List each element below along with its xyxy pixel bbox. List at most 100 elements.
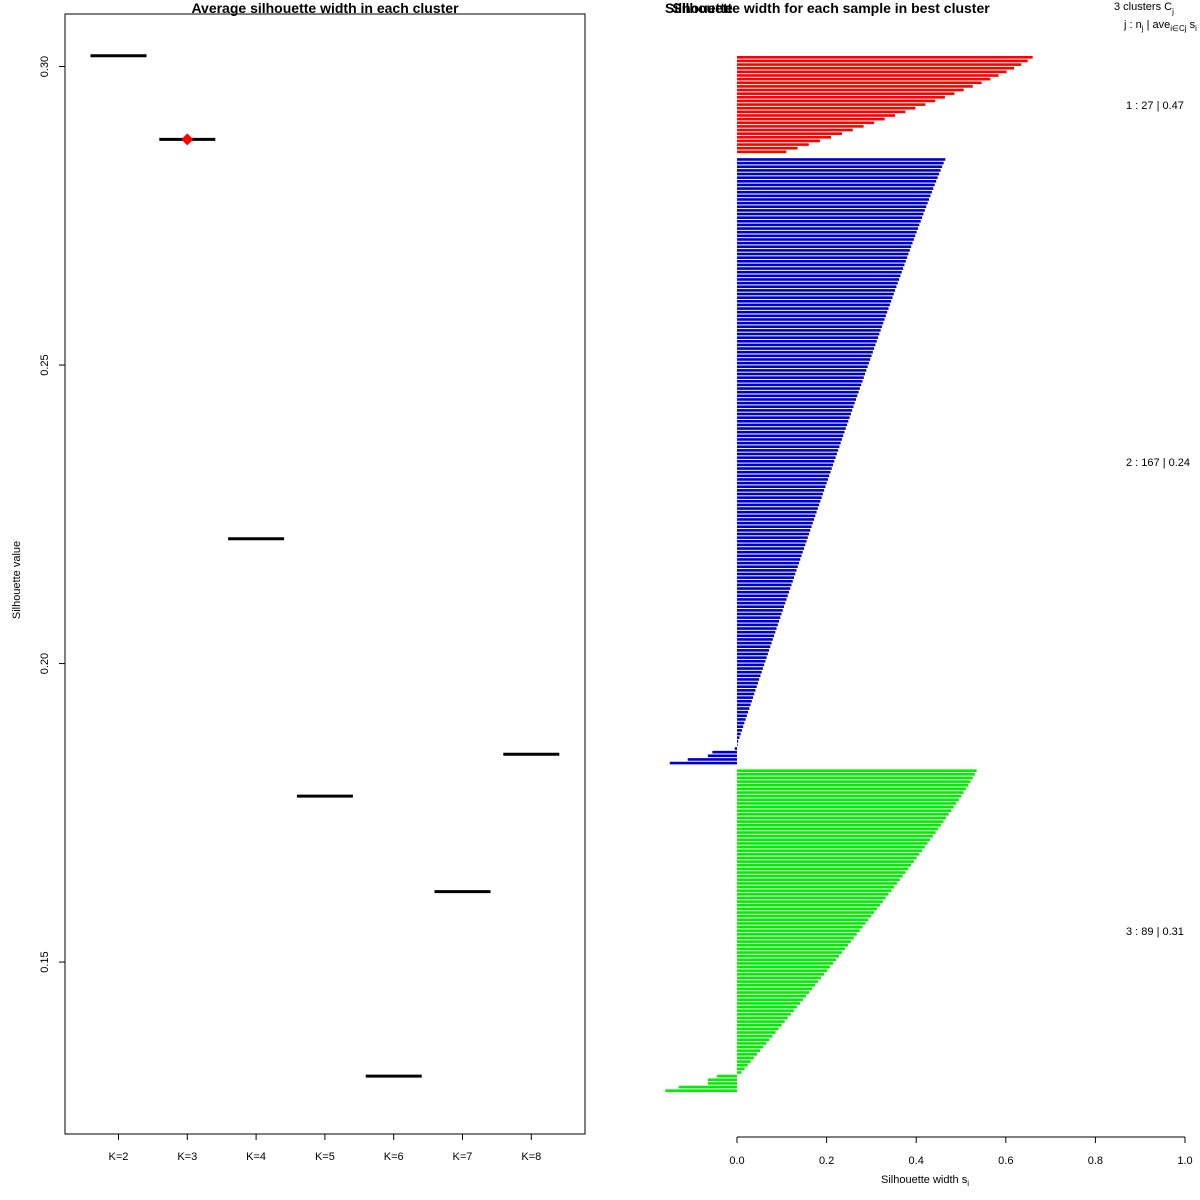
silhouette-bar [737, 729, 742, 732]
silhouette-bar [737, 354, 872, 358]
silhouette-bar [737, 456, 836, 459]
silhouette-bar [737, 773, 975, 776]
header-line-2: j : nj | avei∈Cj si [1123, 19, 1197, 33]
silhouette-bar [737, 659, 766, 663]
silhouette-bar [737, 507, 818, 510]
silhouette-bar [737, 678, 760, 681]
silhouette-bar [737, 314, 886, 318]
silhouette-bar [737, 725, 744, 729]
silhouette-bar [737, 739, 739, 743]
silhouette-bar [737, 612, 782, 616]
silhouette-bar [737, 543, 806, 547]
cluster-label: 3 : 89 | 0.31 [1126, 926, 1184, 938]
silhouette-bar [737, 539, 807, 543]
silhouette-bar [737, 776, 973, 780]
silhouette-bar [707, 1082, 737, 1085]
silhouette-bar [737, 849, 923, 853]
silhouette-bar [737, 416, 850, 419]
right-x-axis-label-sub: i [967, 1179, 969, 1188]
silhouette-bar [737, 365, 868, 369]
silhouette-bar [737, 831, 936, 834]
silhouette-bar [737, 649, 770, 652]
left-y-axis: 0.15 0.20 0.25 0.30 [39, 56, 65, 973]
left-x-tick-label: K=7 [453, 1151, 473, 1163]
header-line-2-a: j : n [1123, 19, 1142, 31]
silhouette-bar [737, 689, 756, 692]
silhouette-bar [737, 125, 864, 128]
silhouette-bar [737, 427, 846, 430]
silhouette-bar [737, 714, 747, 718]
silhouette-bar [737, 117, 885, 121]
silhouette-bar [737, 216, 923, 219]
silhouette-bar [737, 867, 909, 871]
left-x-tick-label: K=5 [315, 1151, 335, 1163]
silhouette-bar [737, 419, 849, 423]
silhouette-bar [737, 590, 789, 594]
silhouette-bar [737, 681, 758, 685]
silhouette-bar [737, 634, 775, 638]
silhouette-bar [737, 783, 969, 787]
silhouette-bar [737, 583, 792, 587]
silhouette-bar [737, 1009, 794, 1012]
silhouette-bar [737, 1063, 748, 1067]
silhouette-bar [737, 536, 808, 539]
silhouette-bar [737, 303, 890, 307]
silhouette-bar [737, 66, 1015, 70]
silhouette-bar [737, 547, 805, 550]
silhouette-bar [737, 81, 982, 85]
silhouette-bar [712, 750, 737, 754]
silhouette-bar [737, 430, 845, 434]
silhouette-bar [737, 598, 787, 601]
silhouette-bar [737, 558, 801, 561]
right-x-axis-label: Silhouette width si [881, 1174, 969, 1188]
silhouette-bar [737, 630, 776, 634]
silhouette-bar [737, 143, 809, 146]
silhouette-bar [737, 1038, 770, 1042]
silhouette-bar [737, 787, 966, 791]
silhouette-bar [737, 940, 851, 943]
silhouette-bar [737, 998, 804, 1002]
left-panel: Average silhouette width in each cluster… [11, 0, 586, 1163]
silhouette-bar [737, 1027, 779, 1031]
left-x-axis: K=2 K=3 K=4 K=5 K=6 K=7 K=8 [109, 1134, 541, 1163]
silhouette-bar [737, 92, 955, 95]
silhouette-bar [737, 638, 773, 641]
silhouette-bar [737, 882, 898, 885]
silhouette-bar [737, 834, 933, 838]
silhouette-bar [737, 372, 866, 376]
cluster-label: 1 : 27 | 0.47 [1126, 100, 1184, 112]
silhouette-bar [737, 405, 854, 409]
silhouette-bar [737, 390, 859, 394]
silhouette-bar [737, 958, 837, 962]
silhouette-bar [737, 376, 864, 379]
silhouette-bar [737, 321, 884, 325]
silhouette-bar [737, 285, 897, 289]
silhouette-bar [737, 1002, 800, 1005]
silhouette-bar [737, 299, 892, 303]
silhouette-bar [737, 241, 913, 245]
silhouette-bar [737, 994, 807, 998]
silhouette-bar [737, 1045, 764, 1049]
silhouette-bar [737, 962, 834, 965]
silhouette-bar [737, 332, 880, 336]
silhouette-bar [737, 409, 853, 412]
silhouette-bar [737, 1016, 788, 1020]
silhouette-bar [737, 165, 943, 169]
silhouette-bar [737, 914, 872, 918]
silhouette-bar [737, 467, 832, 470]
silhouette-bar [737, 59, 1028, 63]
silhouette-bar [737, 809, 952, 813]
left-plot-frame [64, 13, 586, 1135]
silhouette-bar [737, 267, 904, 270]
silhouette-bar [737, 896, 886, 900]
silhouette-bar [737, 343, 876, 347]
silhouette-bar [737, 903, 880, 907]
header-line-1: 3 clusters Cj [1114, 1, 1174, 16]
left-x-tick-label: K=6 [384, 1151, 404, 1163]
silhouette-bar [707, 1078, 737, 1082]
silhouette-bar [737, 820, 944, 823]
header-line-2-b-sub: i∈Cj [1170, 24, 1187, 33]
silhouette-bar [737, 1071, 742, 1074]
silhouette-bar [737, 936, 854, 940]
silhouette-bar [737, 929, 860, 932]
